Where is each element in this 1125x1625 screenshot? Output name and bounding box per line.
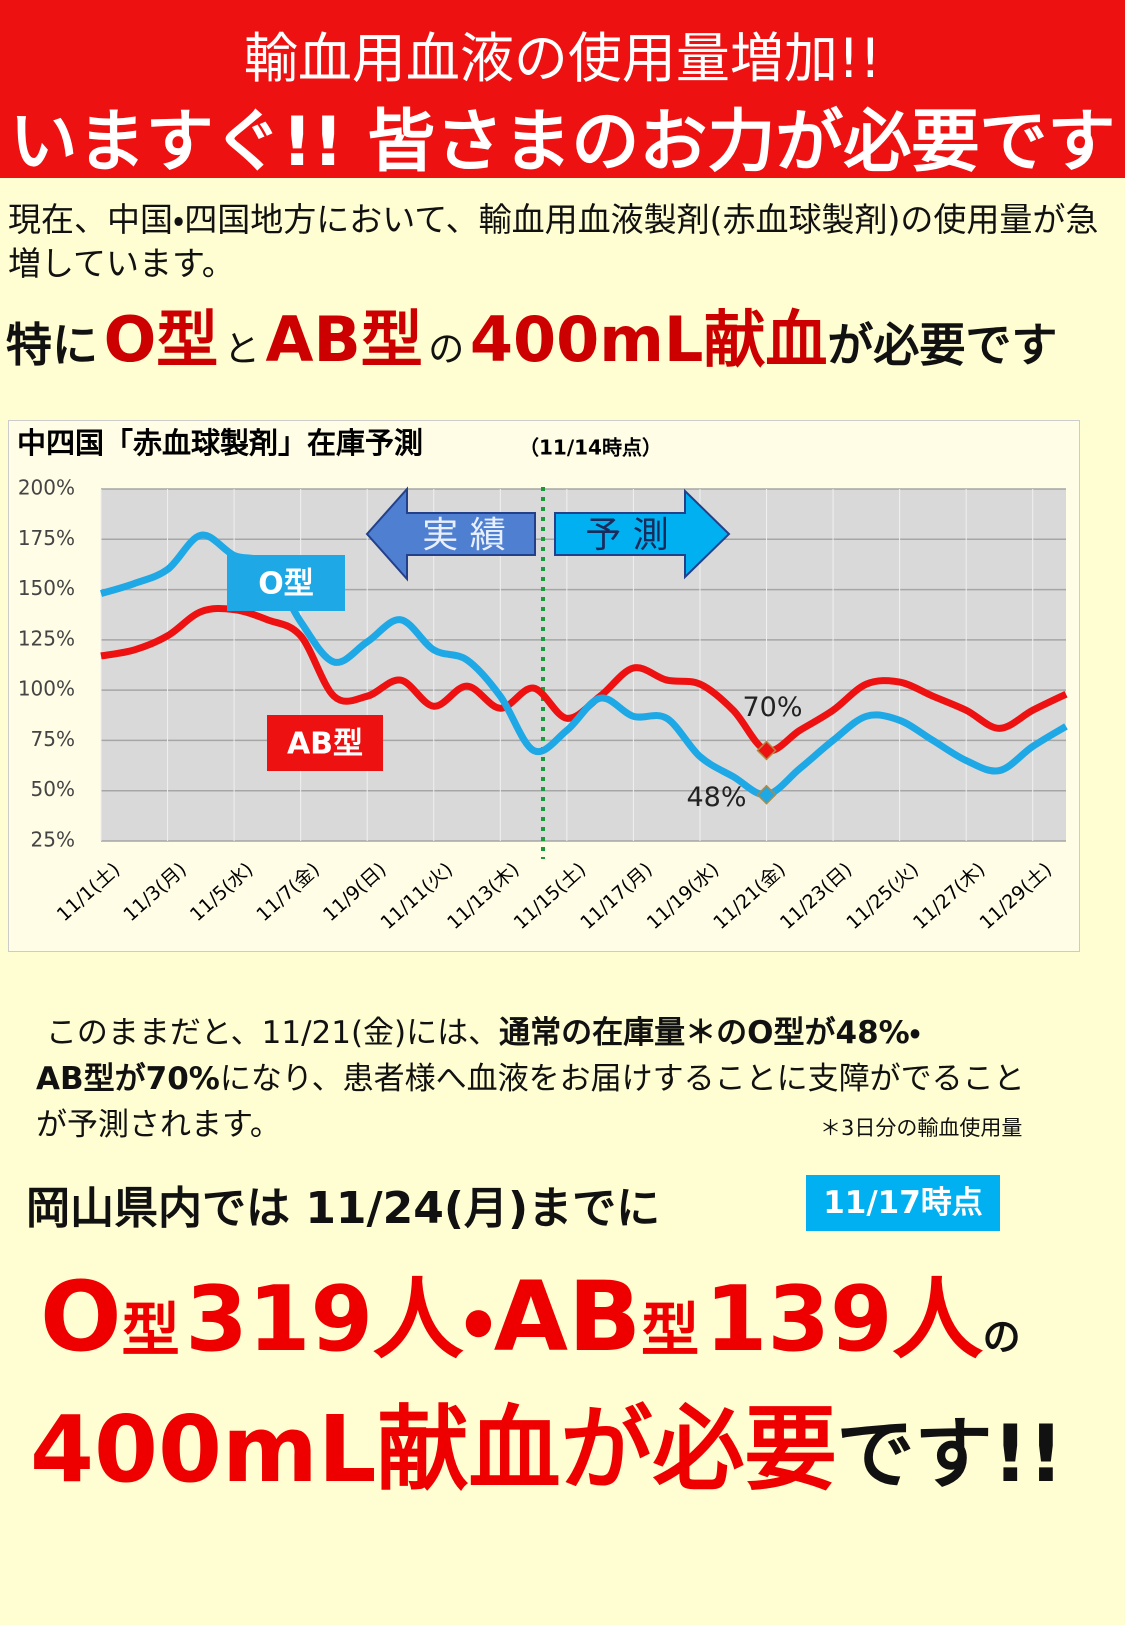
hl-type: O型	[103, 303, 219, 376]
need-type: AB	[493, 1261, 642, 1373]
chart-subtitle: （11/14時点）	[519, 436, 662, 460]
x-tick-label: 11/17(月)	[576, 858, 657, 934]
need-text: です!!	[836, 1410, 1064, 1500]
need-count: 139人	[704, 1267, 983, 1372]
value-label: 48%	[687, 782, 747, 813]
need-line1: O型 319人・AB型 139人の	[40, 1262, 1021, 1400]
legend-box	[267, 715, 383, 771]
y-tick-label: 150%	[18, 576, 75, 600]
need-type: O	[40, 1261, 122, 1373]
x-tick-label: 11/13(木)	[443, 858, 524, 934]
chart: 中四国「赤血球製剤」在庫予測 （11/14時点） 25% 50% 75% 100% 12…	[17, 426, 1068, 934]
need-type: 型	[121, 1296, 180, 1364]
plot: 25% 50% 75% 100% 125% 150% 175% 200% 11/1(土)11/3…	[18, 476, 1068, 934]
chart-panel: 中四国「赤血球製剤」在庫予測 （11/14時点） 25% 50% 75% 100% 12…	[8, 420, 1080, 952]
notice: このままだと、11/21(金)には、通常の在庫量＊のO型が48%・ AB型が70%…	[36, 1010, 1046, 1148]
y-tick-label: 175%	[18, 526, 75, 550]
hl-text: 特に	[6, 318, 98, 372]
annotation: 実 績	[422, 515, 505, 556]
legend-label: O型	[258, 567, 314, 602]
hl-text: の	[428, 329, 465, 370]
y-tick-label: 75%	[31, 727, 75, 751]
x-tick-label: 11/19(水)	[643, 858, 724, 934]
hl-text: と	[223, 329, 260, 370]
x-tick-label: 11/25(火)	[842, 858, 923, 934]
need-line2: 400mL献血が必要です!!	[30, 1390, 1064, 1536]
notice-text: このままだと、11/21(金)には、	[45, 1015, 500, 1051]
arrow-actual	[365, 486, 536, 582]
y-tick-label: 100%	[18, 677, 75, 701]
x-tick-label: 11/5(水)	[186, 858, 258, 926]
intro: 現在、中国・四国地方において、輸血用血液製剤(赤血球製剤)の使用量が急増していま…	[8, 200, 1099, 283]
okayama-text: 岡山県内では 11/24(月)までに	[26, 1183, 661, 1234]
need-count: 319人	[185, 1267, 464, 1372]
point-marker	[756, 784, 777, 805]
x-tick-label: 11/7(金)	[252, 858, 324, 926]
annotation: 予 測	[585, 515, 668, 556]
y-tick-label: 200%	[18, 476, 75, 500]
need-volume: 400mL献血が必要	[30, 1396, 837, 1503]
notice-bold: AB型が70%	[36, 1061, 220, 1097]
hl-type: AB型	[265, 303, 423, 376]
hl-text: が必要です	[827, 318, 1058, 372]
x-tick-label: 11/21(金)	[709, 858, 790, 934]
x-tick-label: 11/29(土)	[976, 858, 1057, 934]
need-text: の	[982, 1315, 1021, 1359]
y-tick-label: 25%	[31, 828, 75, 852]
x-tick-label: 11/27(木)	[909, 858, 990, 934]
notice-bold: 通常の在庫量＊のO型が48%・	[499, 1015, 921, 1051]
chart-title: 中四国「赤血球製剤」在庫予測	[17, 426, 423, 460]
legend-box	[227, 555, 345, 611]
y-tick-label: 50%	[31, 777, 75, 801]
header-line1: 輸血用血液の使用量増加!!	[243, 27, 882, 90]
x-tick-label: 11/11(火)	[377, 858, 458, 934]
need-type: 型	[641, 1296, 700, 1364]
need-sep: ・	[463, 1267, 494, 1372]
legend-label: AB型	[287, 727, 363, 762]
point-marker	[756, 740, 777, 761]
badge: 11/17時点	[806, 1175, 1000, 1231]
header: 輸血用血液の使用量増加!! いますぐ!! 皆さまのお力が必要です	[0, 0, 1125, 182]
header-line2: いますぐ!! 皆さまのお力が必要です	[9, 103, 1116, 182]
notice-text: になり、患者様へ血液をお届けすることに支障がでることが予測されます。	[36, 1061, 1025, 1143]
x-tick-label: 11/3(月)	[119, 858, 191, 926]
highlight: 特に O型 と AB型 の 400mL献血が必要です	[6, 300, 1125, 396]
x-tick-label: 11/23(日)	[776, 858, 857, 934]
footnote: ＊3日分の輸血使用量	[820, 1116, 1023, 1140]
arrow-forecast	[554, 488, 731, 580]
value-label: 70%	[743, 692, 803, 723]
y-tick-label: 125%	[18, 626, 75, 650]
x-tick-label: 11/15(土)	[510, 858, 591, 934]
hl-volume: 400mL献血	[469, 303, 828, 376]
x-tick-label: 11/1(土)	[53, 858, 125, 926]
